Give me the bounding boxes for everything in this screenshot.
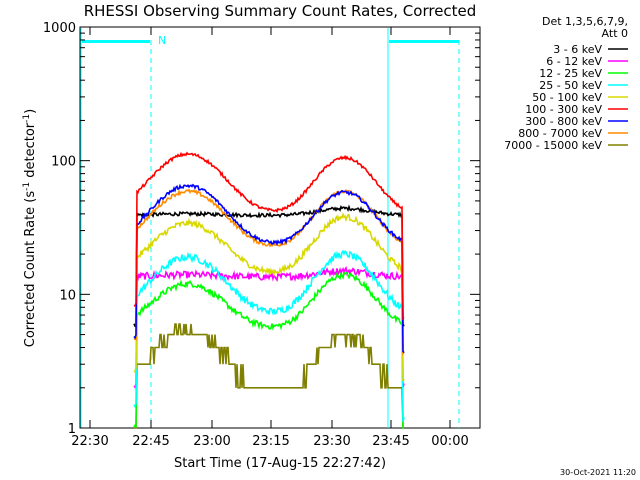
series-line-50-100-kev <box>133 212 405 382</box>
legend-label-5: 100 - 300 keV <box>525 103 602 116</box>
legend-label-4: 50 - 100 keV <box>532 91 602 104</box>
legend-header-line-1: Det 1,3,5,6,7,9, <box>542 15 628 28</box>
series-line-7000-15000-kev <box>134 323 404 429</box>
y-axis-label-mid: detector <box>23 122 38 182</box>
series-line-6-12-kev <box>133 265 405 389</box>
x-axis-label: Start Time (17-Aug-15 22:27:42) <box>174 456 386 471</box>
legend-label-0: 3 - 6 keV <box>553 43 602 56</box>
series-line-12-25-kev <box>133 271 404 429</box>
legend-header-line-2: Att 0 <box>602 27 628 40</box>
axes-layer: 22:30 22:45 23:00 23:15 23:30 23:45 00:00 1 10 10… <box>43 21 480 449</box>
y-axis-label-sup1: -1 <box>22 182 32 191</box>
series-line-800-7000-kev <box>133 188 405 356</box>
chart-title: RHESSI Observing Summary Count Rates, Co… <box>84 2 477 20</box>
flag-markers <box>80 28 460 428</box>
series-line-100-300-kev <box>133 151 405 321</box>
y-tick-label-3: 1000 <box>43 21 76 36</box>
y-axis-label-sup2: -1 <box>22 114 32 123</box>
legend-label-1: 6 - 12 keV <box>546 55 602 68</box>
flag-label: N <box>158 34 166 47</box>
x-tick-label-6: 00:00 <box>431 434 468 449</box>
series-line-300-800-kev <box>133 183 405 354</box>
series-line-3-6-kev <box>133 204 405 328</box>
flag-bar <box>389 40 459 43</box>
y-axis-label-end: ) <box>23 109 38 114</box>
timestamp: 30-Oct-2021 11:20 <box>560 468 636 477</box>
legend-label-6: 300 - 800 keV <box>525 115 602 128</box>
x-tick-label-5: 23:45 <box>372 434 409 449</box>
x-tick-label-2: 23:00 <box>193 434 230 449</box>
x-tick-label-4: 23:30 <box>313 434 350 449</box>
legend-label-3: 25 - 50 keV <box>539 79 602 92</box>
series-layer <box>133 151 405 429</box>
x-tick-label-3: 23:15 <box>252 434 289 449</box>
x-tick-label-0: 22:30 <box>71 434 108 449</box>
flag-bar <box>82 40 150 43</box>
series-line-25-50-kev <box>133 249 405 422</box>
plot-frame <box>79 26 481 429</box>
legend-label-2: 12 - 25 keV <box>539 67 602 80</box>
y-tick-label-1: 10 <box>59 288 76 303</box>
legend-label-7: 800 - 7000 keV <box>518 127 602 140</box>
y-axis-label: Corrected Count Rate (s-1 detector-1) <box>22 109 38 347</box>
y-axis-label-main: Corrected Count Rate (s <box>23 191 38 348</box>
y-tick-label-0: 1 <box>68 422 76 437</box>
y-tick-label-2: 100 <box>51 155 76 170</box>
legend-label-8: 7000 - 15000 keV <box>504 139 602 152</box>
x-tick-label-1: 22:45 <box>132 434 169 449</box>
